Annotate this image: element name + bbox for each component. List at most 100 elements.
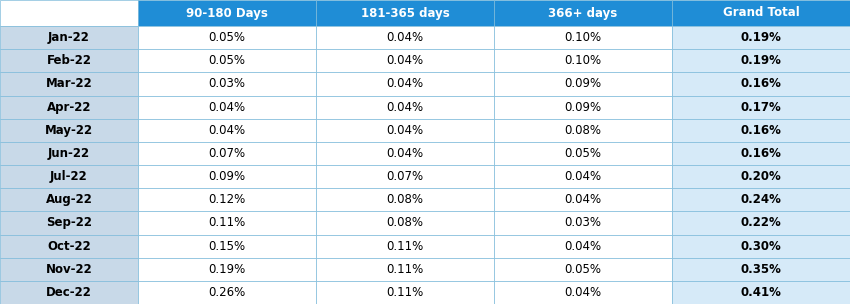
Bar: [316, 258, 494, 281]
Text: 0.05%: 0.05%: [564, 263, 602, 276]
Text: 0.04%: 0.04%: [564, 240, 602, 253]
Text: 0.05%: 0.05%: [208, 31, 246, 44]
Text: Dec-22: Dec-22: [46, 286, 92, 299]
Bar: [316, 234, 494, 258]
Text: Aug-22: Aug-22: [46, 193, 93, 206]
Text: 0.04%: 0.04%: [208, 124, 246, 137]
Text: 0.11%: 0.11%: [387, 240, 423, 253]
Text: Apr-22: Apr-22: [47, 101, 91, 114]
Text: 0.08%: 0.08%: [387, 216, 423, 230]
Bar: [138, 0, 316, 26]
Text: 0.16%: 0.16%: [740, 147, 781, 160]
Text: 0.11%: 0.11%: [387, 263, 423, 276]
Text: 0.11%: 0.11%: [387, 286, 423, 299]
Text: 90-180 Days: 90-180 Days: [186, 6, 268, 19]
Bar: [316, 26, 494, 49]
Bar: [672, 0, 850, 26]
Bar: [0, 49, 138, 72]
Text: May-22: May-22: [45, 124, 93, 137]
Bar: [672, 234, 850, 258]
Bar: [316, 281, 494, 304]
Bar: [138, 165, 316, 188]
Bar: [316, 142, 494, 165]
Bar: [138, 234, 316, 258]
Text: 0.05%: 0.05%: [564, 147, 602, 160]
Text: 0.07%: 0.07%: [208, 147, 246, 160]
Text: 181-365 days: 181-365 days: [360, 6, 450, 19]
Text: 0.30%: 0.30%: [740, 240, 781, 253]
Bar: [0, 165, 138, 188]
Bar: [494, 188, 672, 211]
Text: Nov-22: Nov-22: [46, 263, 93, 276]
Bar: [494, 211, 672, 234]
Bar: [672, 188, 850, 211]
Text: 0.12%: 0.12%: [208, 193, 246, 206]
Text: 0.41%: 0.41%: [740, 286, 781, 299]
Bar: [672, 258, 850, 281]
Text: 0.20%: 0.20%: [740, 170, 781, 183]
Bar: [316, 49, 494, 72]
Bar: [138, 95, 316, 119]
Text: 0.08%: 0.08%: [564, 124, 602, 137]
Text: 0.03%: 0.03%: [564, 216, 602, 230]
Bar: [138, 211, 316, 234]
Text: 0.04%: 0.04%: [387, 147, 423, 160]
Bar: [494, 234, 672, 258]
Bar: [672, 142, 850, 165]
Text: 0.22%: 0.22%: [740, 216, 781, 230]
Text: Oct-22: Oct-22: [47, 240, 91, 253]
Bar: [316, 188, 494, 211]
Bar: [494, 95, 672, 119]
Text: 0.04%: 0.04%: [387, 78, 423, 90]
Bar: [0, 0, 138, 26]
Bar: [138, 26, 316, 49]
Text: Grand Total: Grand Total: [722, 6, 799, 19]
Bar: [316, 165, 494, 188]
Bar: [0, 142, 138, 165]
Bar: [316, 0, 494, 26]
Text: 0.04%: 0.04%: [564, 170, 602, 183]
Text: 0.10%: 0.10%: [564, 31, 602, 44]
Bar: [494, 119, 672, 142]
Bar: [494, 26, 672, 49]
Text: 0.05%: 0.05%: [208, 54, 246, 67]
Bar: [494, 281, 672, 304]
Text: 0.07%: 0.07%: [387, 170, 423, 183]
Bar: [672, 95, 850, 119]
Bar: [0, 258, 138, 281]
Bar: [672, 119, 850, 142]
Bar: [316, 72, 494, 95]
Text: 0.04%: 0.04%: [564, 286, 602, 299]
Bar: [138, 142, 316, 165]
Bar: [316, 119, 494, 142]
Text: 0.16%: 0.16%: [740, 78, 781, 90]
Text: 0.26%: 0.26%: [208, 286, 246, 299]
Text: 0.09%: 0.09%: [564, 101, 602, 114]
Text: 0.19%: 0.19%: [740, 54, 781, 67]
Text: 0.04%: 0.04%: [564, 193, 602, 206]
Bar: [0, 211, 138, 234]
Text: 0.09%: 0.09%: [564, 78, 602, 90]
Text: 0.08%: 0.08%: [387, 193, 423, 206]
Text: 0.11%: 0.11%: [208, 216, 246, 230]
Bar: [494, 165, 672, 188]
Text: 0.19%: 0.19%: [740, 31, 781, 44]
Bar: [672, 165, 850, 188]
Bar: [672, 211, 850, 234]
Bar: [0, 281, 138, 304]
Text: 0.09%: 0.09%: [208, 170, 246, 183]
Text: 0.04%: 0.04%: [387, 54, 423, 67]
Bar: [494, 258, 672, 281]
Bar: [138, 72, 316, 95]
Text: 0.15%: 0.15%: [208, 240, 246, 253]
Text: Mar-22: Mar-22: [46, 78, 93, 90]
Bar: [138, 119, 316, 142]
Bar: [672, 72, 850, 95]
Text: 0.04%: 0.04%: [387, 101, 423, 114]
Bar: [138, 258, 316, 281]
Bar: [138, 281, 316, 304]
Text: 0.04%: 0.04%: [387, 124, 423, 137]
Bar: [0, 26, 138, 49]
Text: 0.10%: 0.10%: [564, 54, 602, 67]
Bar: [672, 281, 850, 304]
